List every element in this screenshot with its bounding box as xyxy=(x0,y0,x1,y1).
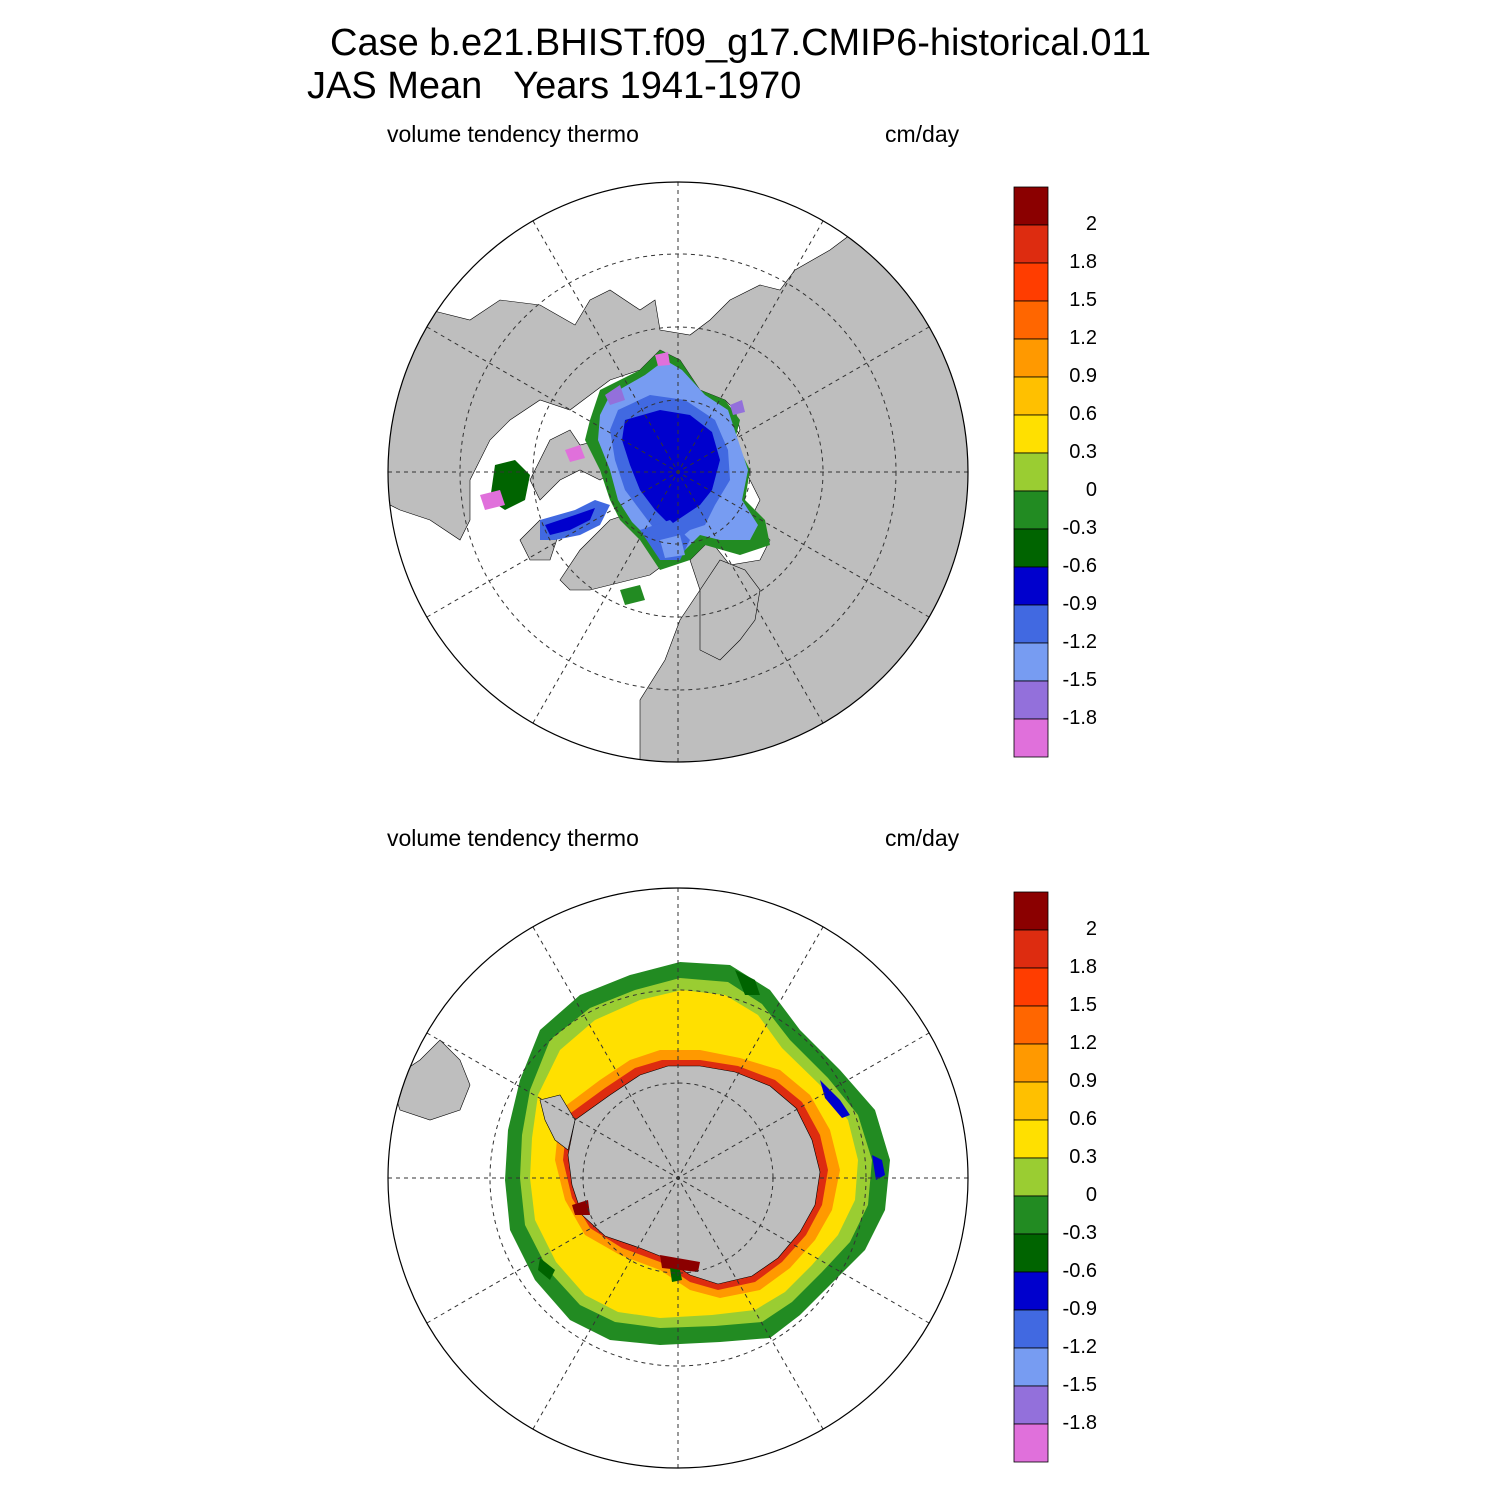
north-colorbar-tick-label: -0.6 xyxy=(1062,555,1097,577)
south-colorbar-swatch xyxy=(1013,967,1049,1007)
north-colorbar-swatch xyxy=(1013,300,1049,340)
south-colorbar-tick-label: 1.2 xyxy=(1069,1032,1097,1054)
south-colorbar-swatch xyxy=(1013,891,1049,931)
north-colorbar-tick-label: -1.2 xyxy=(1062,631,1097,653)
south-colorbar-swatch xyxy=(1013,1195,1049,1235)
north-graticule xyxy=(388,182,968,762)
south-colorbar-tick-label: -0.6 xyxy=(1062,1260,1097,1282)
south-colorbar-swatch xyxy=(1013,1271,1049,1311)
south-colorbar-swatch xyxy=(1013,1043,1049,1083)
south-colorbar-swatch xyxy=(1013,1347,1049,1387)
north-colorbar-tick-label: -1.5 xyxy=(1062,669,1097,691)
north-panel-units-label: cm/day xyxy=(885,121,960,147)
south-polar-map xyxy=(387,887,969,1469)
north-colorbar-swatch xyxy=(1013,338,1049,378)
south-colorbar-tick-label: 1.8 xyxy=(1069,956,1097,978)
north-panel-variable-label: volume tendency thermo xyxy=(387,121,639,147)
north-polar-map xyxy=(387,181,969,763)
north-colorbar-swatch xyxy=(1013,566,1049,606)
south-colorbar-tick-label: -0.9 xyxy=(1062,1298,1097,1320)
north-colorbar-swatch xyxy=(1013,604,1049,644)
south-colorbar-tick-label: -0.3 xyxy=(1062,1222,1097,1244)
south-colorbar-swatch xyxy=(1013,1119,1049,1159)
north-colorbar-tick-label: 0.6 xyxy=(1069,403,1097,425)
north-colorbar-swatch xyxy=(1013,528,1049,568)
north-colorbar-swatch xyxy=(1013,680,1049,720)
north-map-border xyxy=(387,181,969,763)
south-panel-units-label: cm/day xyxy=(885,825,960,851)
north-land-scandinavia xyxy=(699,559,761,661)
north-colorbar-swatch xyxy=(1013,452,1049,492)
north-colorbar xyxy=(1013,186,1049,758)
south-colorbar-swatch xyxy=(1013,1385,1049,1425)
south-colorbar xyxy=(1013,891,1049,1463)
south-colorbar-swatch xyxy=(1013,1157,1049,1197)
figure-title-line1: Case b.e21.BHIST.f09_g17.CMIP6-historica… xyxy=(330,22,1151,64)
north-colorbar-swatch xyxy=(1013,718,1049,758)
south-colorbar-tick-label: -1.2 xyxy=(1062,1336,1097,1358)
south-land-south-america xyxy=(389,1039,471,1121)
south-colorbar-swatch xyxy=(1013,1309,1049,1349)
south-colorbar-tick-label: -1.8 xyxy=(1062,1412,1097,1434)
north-colorbar-swatch xyxy=(1013,414,1049,454)
south-colorbar-tick-label: 1.5 xyxy=(1069,994,1097,1016)
north-colorbar-tick-label: 1.5 xyxy=(1069,289,1097,311)
south-colorbar-tick-label: 0 xyxy=(1085,1184,1097,1206)
south-map-border xyxy=(387,887,969,1469)
north-colorbar-swatch xyxy=(1013,376,1049,416)
north-colorbar-tick-label: 2 xyxy=(1085,213,1097,235)
south-colorbar-tick-label: 2 xyxy=(1085,918,1097,940)
south-land-antarctica xyxy=(567,1065,821,1285)
south-panel-variable-label: volume tendency thermo xyxy=(387,825,639,851)
north-colorbar-tick-label: -0.3 xyxy=(1062,517,1097,539)
north-colorbar-tick-label: 1.2 xyxy=(1069,327,1097,349)
north-colorbar-tick-label: 0.9 xyxy=(1069,365,1097,387)
north-colorbar-swatch xyxy=(1013,262,1049,302)
north-colorbar-tick-label: -1.8 xyxy=(1062,707,1097,729)
south-graticule xyxy=(388,888,968,1468)
south-colorbar-swatch xyxy=(1013,1233,1049,1273)
north-colorbar-swatch xyxy=(1013,490,1049,530)
south-colorbar-tick-label: -1.5 xyxy=(1062,1374,1097,1396)
south-colorbar-tick-label: 0.3 xyxy=(1069,1146,1097,1168)
south-colorbar-tick-label: 0.6 xyxy=(1069,1108,1097,1130)
north-colorbar-tick-label: 1.8 xyxy=(1069,251,1097,273)
north-colorbar-tick-label: -0.9 xyxy=(1062,593,1097,615)
south-colorbar-tick-label: 0.9 xyxy=(1069,1070,1097,1092)
north-colorbar-tick-label: 0 xyxy=(1085,479,1097,501)
figure-title-line2: JAS Mean Years 1941-1970 xyxy=(307,65,802,107)
north-colorbar-swatch xyxy=(1013,642,1049,682)
north-colorbar-swatch xyxy=(1013,224,1049,264)
south-colorbar-swatch xyxy=(1013,1423,1049,1463)
north-colorbar-tick-label: 0.3 xyxy=(1069,441,1097,463)
north-colorbar-swatch xyxy=(1013,186,1049,226)
